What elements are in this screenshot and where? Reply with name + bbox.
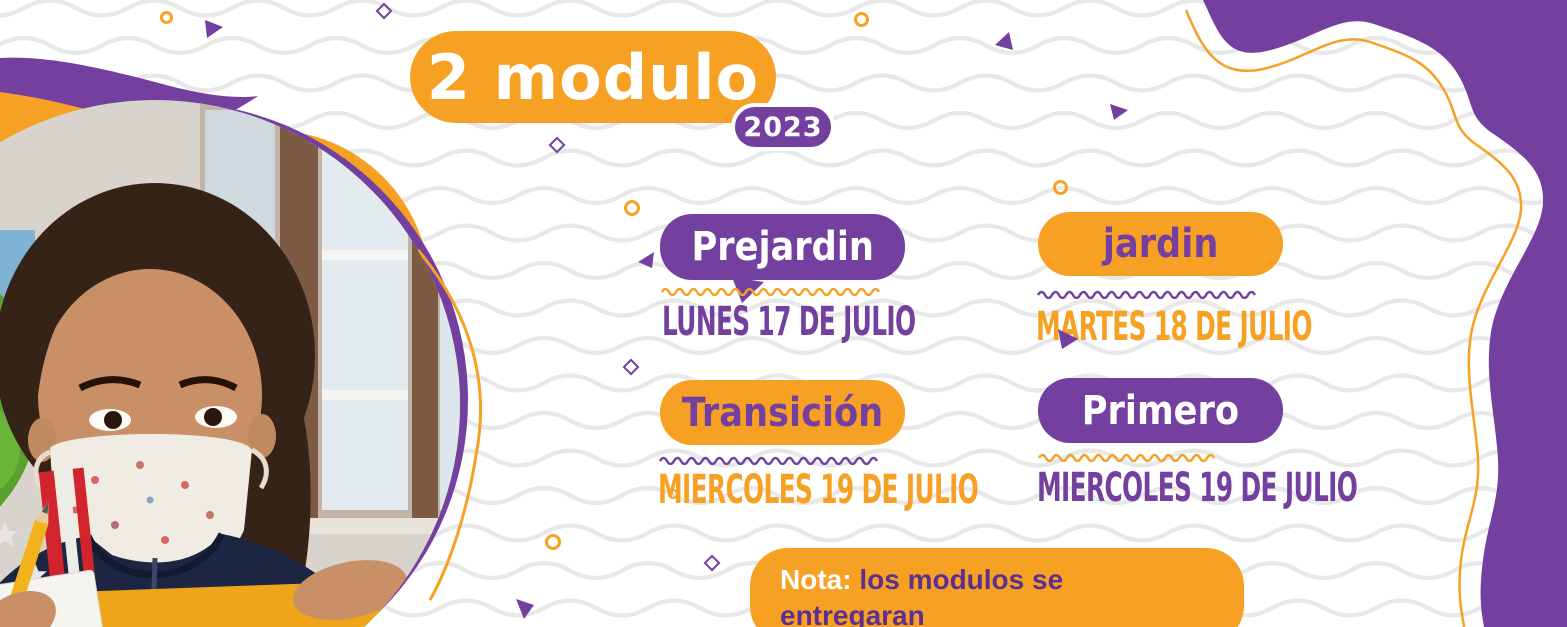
grade-date-transicion: MIERCOLES 19 DE JULIO xyxy=(658,467,979,513)
grade-name-primero: Primero xyxy=(1081,387,1240,434)
wavy-underline-primero xyxy=(1037,453,1215,462)
title-text: 2 modulo xyxy=(426,40,760,114)
circle-outline-icon xyxy=(668,489,678,499)
triangle-icon xyxy=(1058,329,1078,349)
grade-bubble-transicion: Transición xyxy=(660,380,905,445)
mask-strap-left xyxy=(33,449,52,490)
triangle-icon xyxy=(205,20,223,38)
note-line1: los modulos se entregaran xyxy=(780,564,1064,627)
orange-outline-accent xyxy=(1184,9,1523,627)
grade-bubble-prejardin: Prejardin xyxy=(660,214,905,280)
grade-name-jardin: jardin xyxy=(1102,221,1219,267)
note-box: Nota: los modulos se entregaran en el au… xyxy=(750,548,1244,627)
year-badge: 2023 xyxy=(731,103,835,151)
mask-strap-right xyxy=(250,447,269,490)
year-text: 2023 xyxy=(743,111,823,143)
girl-hand-right xyxy=(292,560,408,620)
circle-outline-icon xyxy=(160,11,173,24)
grade-date-primero: MIERCOLES 19 DE JULIO xyxy=(1037,465,1358,511)
orange-arc-outline xyxy=(416,249,482,601)
triangle-icon xyxy=(995,32,1013,50)
girl-eyes xyxy=(89,406,237,431)
grade-bubble-jardin: jardin xyxy=(1038,212,1283,276)
grade-date-prejardin: LUNES 17 DE JULIO xyxy=(662,299,916,345)
grade-date-jardin: MARTES 18 DE JULIO xyxy=(1036,304,1312,350)
wavy-underline-transicion xyxy=(658,456,879,465)
grade-name-transicion: Transición xyxy=(681,389,884,436)
girl xyxy=(0,183,460,627)
jacket-zipper xyxy=(150,557,158,627)
girl-hairline xyxy=(37,213,266,395)
triangle-icon xyxy=(1110,104,1128,120)
title-banner: 2 modulo xyxy=(410,31,776,123)
triangle-icon xyxy=(638,252,654,268)
girl-eyebrow-left xyxy=(78,376,142,392)
girl-eyebrow-right xyxy=(178,376,238,392)
circle-outline-icon xyxy=(545,534,561,550)
purple-blob-shape xyxy=(1203,0,1567,627)
grade-bubble-primero: Primero xyxy=(1038,378,1283,443)
girl-ear-right xyxy=(248,414,276,458)
purple-blob-decoration xyxy=(1184,0,1567,627)
girl-hand-left xyxy=(0,590,56,627)
circle-outline-icon xyxy=(1053,180,1068,195)
grade-name-prejardin: Prejardin xyxy=(691,224,874,270)
wavy-underline-prejardin xyxy=(660,287,881,296)
circle-outline-icon xyxy=(854,12,869,27)
circle-outline-icon xyxy=(624,200,640,216)
wavy-underline-jardin xyxy=(1036,290,1256,299)
triangle-icon xyxy=(516,599,534,619)
note-label: Nota: xyxy=(780,564,852,595)
